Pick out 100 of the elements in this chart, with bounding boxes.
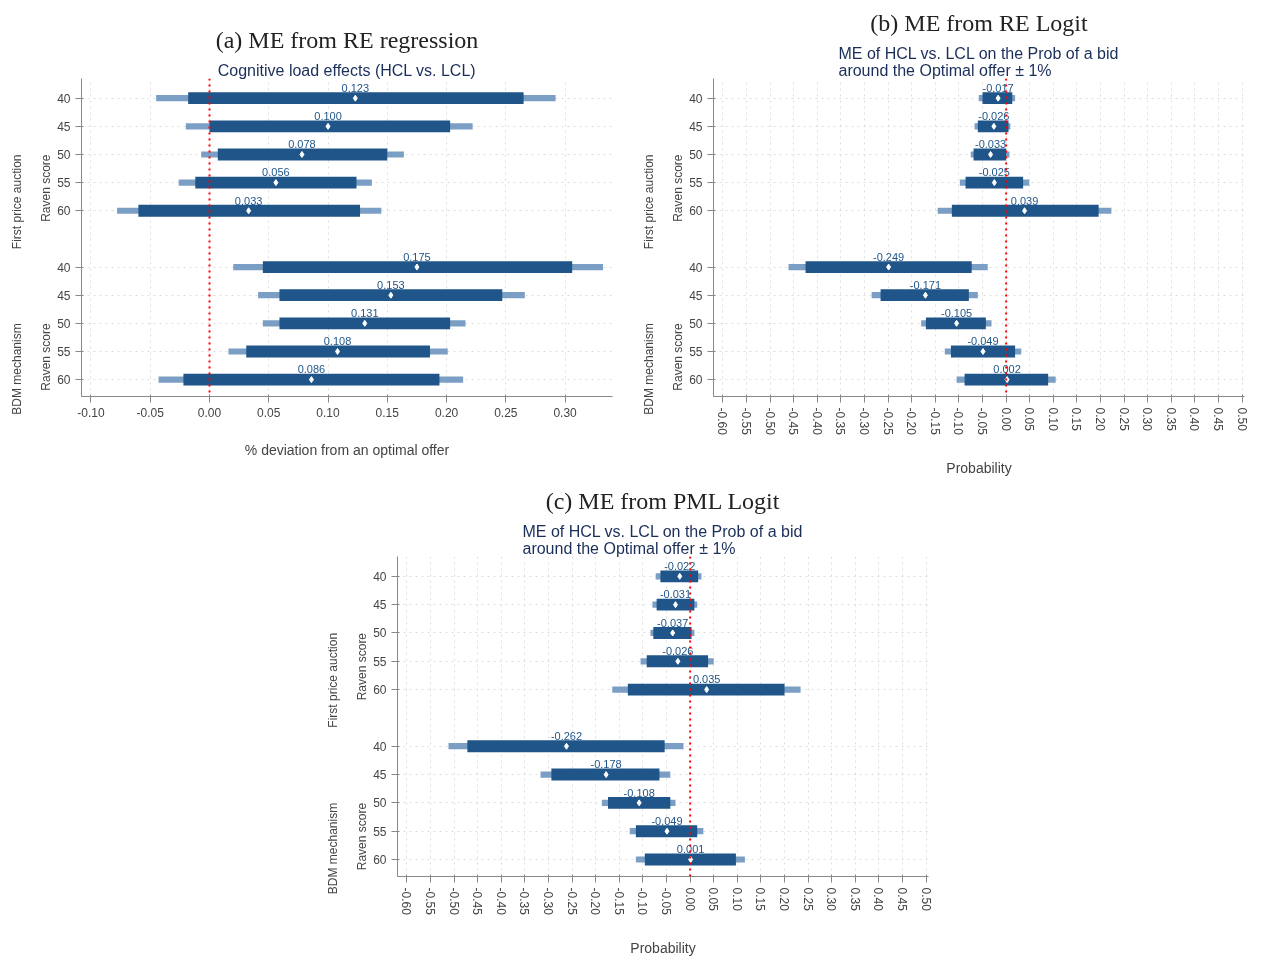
x-tick-label: 0.20 — [777, 887, 792, 912]
x-tick-label: 0.20 — [434, 405, 459, 420]
x-tick-label: -0.60 — [399, 887, 414, 916]
x-tick-label: 0.15 — [1069, 407, 1084, 432]
x-tick-label: -0.45 — [786, 407, 801, 436]
point — [673, 601, 679, 609]
x-tick-label: 0.30 — [1140, 407, 1155, 432]
x-tick-label: -0.10 — [635, 887, 650, 916]
x-axis-title: Probability — [630, 939, 696, 956]
point — [603, 771, 609, 779]
bar — [217, 148, 388, 161]
x-tick-label: -0.10 — [77, 405, 105, 420]
x-tick-label: 0.10 — [1045, 407, 1060, 432]
y-tick-label: 60 — [689, 373, 703, 388]
point — [299, 150, 305, 158]
data-label: -0.049 — [967, 335, 999, 348]
x-tick-label: -0.05 — [975, 407, 990, 436]
x-tick-label: 0.15 — [753, 887, 768, 912]
bar — [880, 289, 969, 302]
y-tick-label: 50 — [57, 147, 71, 162]
x-tick-label: -0.40 — [809, 407, 824, 436]
point — [704, 686, 710, 694]
bar — [608, 796, 671, 809]
point — [886, 263, 892, 271]
x-tick-label: -0.30 — [541, 887, 556, 916]
x-tick-label: -0.50 — [446, 887, 461, 916]
point — [414, 263, 420, 271]
x-tick-label: 0.30 — [824, 887, 839, 912]
data-label: 0.033 — [234, 194, 263, 207]
point — [670, 629, 676, 637]
point — [980, 347, 986, 355]
y-tick-label: 45 — [373, 598, 387, 613]
text: First price auction — [10, 154, 25, 250]
data-label: -0.037 — [657, 616, 689, 629]
x-tick-label: -0.50 — [762, 407, 777, 436]
y-tick-label: 45 — [373, 768, 387, 783]
data-label: -0.022 — [664, 560, 696, 573]
chart-title: (b) ME from RE Logit — [870, 9, 1088, 36]
bar — [660, 570, 699, 583]
point — [988, 150, 994, 158]
data-label: -0.017 — [982, 82, 1014, 95]
y-tick-label: 60 — [689, 204, 703, 219]
data-label: 0.153 — [377, 279, 405, 291]
y-tick-label: 60 — [373, 683, 387, 698]
bar — [805, 261, 972, 273]
point — [246, 207, 252, 215]
text: Raven score — [355, 632, 370, 701]
y-tick-label: 60 — [57, 373, 71, 388]
x-tick-label: 0.50 — [1234, 407, 1249, 432]
x-tick-label: -0.25 — [880, 407, 895, 436]
data-label: 0.078 — [288, 138, 316, 151]
x-tick-label: 0.25 — [800, 887, 815, 912]
y-tick-label: 60 — [373, 853, 387, 868]
x-tick-label: 0.35 — [847, 887, 862, 912]
x-tick-label: 0.30 — [553, 405, 578, 420]
data-label: 0.123 — [341, 82, 370, 95]
bar — [982, 92, 1013, 105]
y-tick-label: 50 — [373, 626, 387, 641]
x-tick-label: -0.55 — [423, 887, 438, 916]
y-tick-label: 55 — [57, 344, 71, 359]
x-tick-label: 0.40 — [1187, 407, 1202, 432]
y-tick-label: 40 — [689, 260, 703, 275]
x-tick-label: 0.40 — [871, 887, 886, 912]
point — [273, 179, 279, 187]
bar — [262, 261, 573, 273]
chart-title: (a) ME from RE regression — [215, 26, 479, 53]
y-tick-label: 40 — [57, 260, 71, 275]
x-tick-label: -0.15 — [611, 887, 626, 916]
y-tick-label: 60 — [57, 204, 71, 219]
data-label: -0.026 — [662, 645, 694, 658]
data-label: -0.249 — [873, 250, 905, 263]
point — [335, 347, 341, 355]
point — [308, 376, 314, 384]
x-tick-label: -0.45 — [470, 887, 485, 916]
x-tick-label: 0.35 — [1163, 407, 1178, 432]
x-tick-label: -0.15 — [927, 407, 942, 436]
bar — [195, 176, 357, 189]
data-label: 0.175 — [403, 250, 431, 263]
x-tick-label: -0.10 — [951, 407, 966, 436]
x-axis-title: Probability — [946, 459, 1012, 476]
text: Raven score — [39, 154, 54, 222]
x-tick-label: 0.25 — [494, 405, 518, 420]
point — [954, 319, 960, 327]
x-tick-label: 0.05 — [706, 887, 721, 912]
x-tick-label: -0.30 — [857, 407, 872, 436]
point — [1022, 207, 1028, 215]
bar — [965, 176, 1024, 189]
bar — [467, 740, 665, 753]
y-tick-label: 40 — [373, 739, 387, 754]
y-tick-label: 40 — [689, 91, 703, 106]
x-tick-label: 0.10 — [729, 887, 744, 912]
data-label: -0.178 — [590, 758, 622, 771]
bar — [138, 204, 361, 217]
point — [675, 657, 681, 665]
data-label: -0.025 — [978, 166, 1010, 179]
data-label: -0.031 — [659, 588, 692, 601]
y-tick-label: 45 — [57, 288, 71, 303]
y-tick-label: 45 — [689, 288, 703, 303]
y-tick-label: 55 — [689, 344, 703, 359]
chart-subtitle: Cognitive load effects (HCL vs. LCL) — [217, 61, 476, 79]
